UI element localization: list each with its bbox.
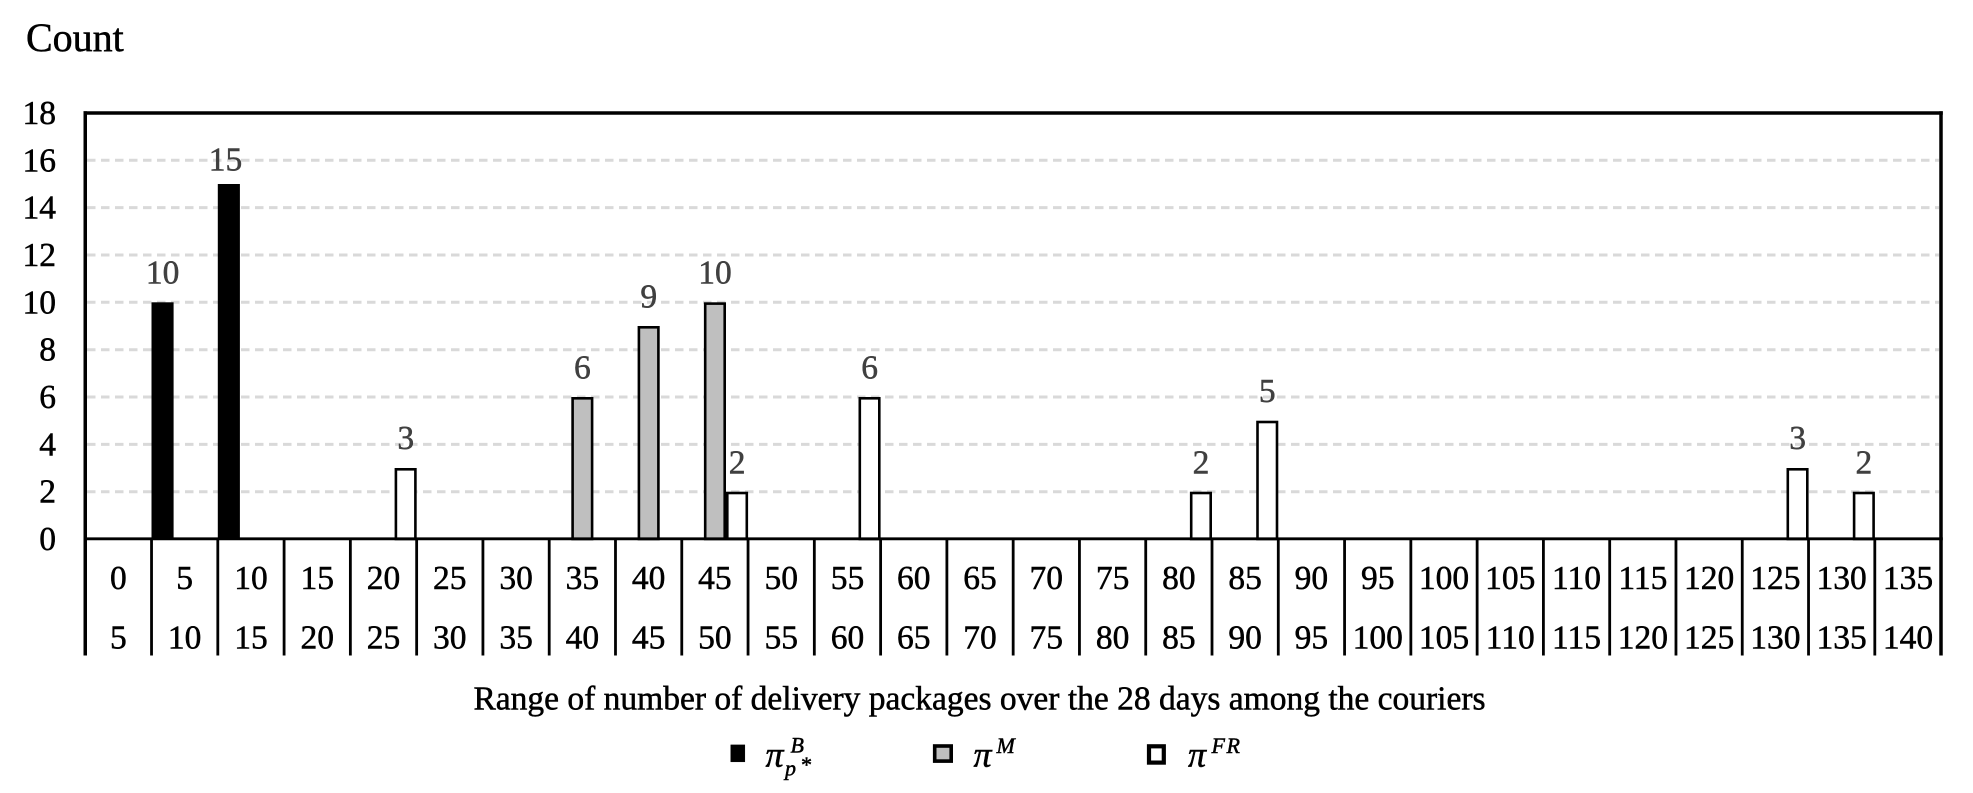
svg-text:45: 45 — [698, 560, 732, 597]
svg-text:p: p — [783, 756, 796, 781]
svg-text:135: 135 — [1817, 620, 1867, 657]
svg-text:FR: FR — [1211, 733, 1242, 758]
svg-text:14: 14 — [23, 190, 57, 227]
svg-text:105: 105 — [1419, 620, 1469, 657]
svg-text:50: 50 — [698, 620, 732, 657]
svg-text:Range of number of delivery pa: Range of number of delivery packages ove… — [473, 680, 1485, 717]
svg-text:65: 65 — [963, 560, 997, 597]
svg-text:130: 130 — [1750, 620, 1800, 657]
svg-text:0: 0 — [110, 560, 127, 597]
svg-text:50: 50 — [764, 560, 798, 597]
svg-text:25: 25 — [433, 560, 467, 597]
svg-text:10: 10 — [23, 284, 57, 321]
svg-text:2: 2 — [729, 445, 746, 482]
svg-text:55: 55 — [831, 560, 865, 597]
svg-text:90: 90 — [1295, 560, 1329, 597]
svg-text:130: 130 — [1817, 560, 1867, 597]
svg-text:4: 4 — [39, 426, 56, 463]
svg-text:10: 10 — [698, 255, 732, 292]
svg-text:75: 75 — [1096, 560, 1130, 597]
svg-text:80: 80 — [1096, 620, 1130, 657]
svg-text:60: 60 — [897, 560, 931, 597]
svg-text:15: 15 — [300, 560, 334, 597]
svg-text:B: B — [791, 733, 804, 758]
svg-text:12: 12 — [23, 237, 57, 274]
svg-text:120: 120 — [1618, 620, 1668, 657]
svg-text:95: 95 — [1295, 620, 1329, 657]
svg-text:110: 110 — [1552, 560, 1601, 597]
svg-text:6: 6 — [39, 379, 56, 416]
svg-text:*: * — [800, 752, 811, 777]
svg-text:35: 35 — [499, 620, 533, 657]
svg-text:30: 30 — [499, 560, 533, 597]
svg-text:20: 20 — [367, 560, 401, 597]
svg-text:15: 15 — [209, 142, 243, 179]
svg-text:30: 30 — [433, 620, 467, 657]
svg-text:10: 10 — [234, 560, 268, 597]
svg-text:18: 18 — [23, 95, 57, 132]
svg-text:40: 40 — [632, 560, 666, 597]
svg-text:55: 55 — [764, 620, 798, 657]
svg-text:π: π — [974, 735, 993, 775]
svg-text:80: 80 — [1162, 560, 1196, 597]
svg-text:10: 10 — [168, 620, 202, 657]
svg-text:25: 25 — [367, 620, 401, 657]
svg-text:8: 8 — [39, 332, 56, 369]
svg-text:5: 5 — [176, 560, 193, 597]
svg-text:Count: Count — [26, 15, 124, 60]
svg-text:115: 115 — [1618, 560, 1667, 597]
svg-text:3: 3 — [1789, 420, 1806, 457]
svg-text:140: 140 — [1883, 620, 1933, 657]
svg-text:16: 16 — [23, 142, 57, 179]
svg-text:125: 125 — [1684, 620, 1734, 657]
svg-text:115: 115 — [1552, 620, 1601, 657]
svg-text:2: 2 — [1193, 445, 1210, 482]
svg-text:5: 5 — [1259, 373, 1276, 410]
svg-text:15: 15 — [234, 620, 268, 657]
svg-text:105: 105 — [1485, 560, 1535, 597]
svg-text:π: π — [1188, 735, 1207, 775]
svg-text:95: 95 — [1361, 560, 1395, 597]
svg-text:70: 70 — [963, 620, 997, 657]
svg-text:3: 3 — [397, 420, 414, 457]
svg-text:125: 125 — [1750, 560, 1800, 597]
svg-text:110: 110 — [1486, 620, 1535, 657]
svg-text:70: 70 — [1030, 560, 1064, 597]
svg-text:10: 10 — [146, 255, 180, 292]
svg-text:60: 60 — [831, 620, 865, 657]
svg-text:40: 40 — [566, 620, 600, 657]
svg-text:9: 9 — [640, 279, 657, 316]
svg-text:0: 0 — [39, 521, 56, 558]
svg-text:M: M — [996, 733, 1017, 758]
svg-text:6: 6 — [574, 349, 591, 386]
svg-text:5: 5 — [110, 620, 127, 657]
svg-text:20: 20 — [300, 620, 334, 657]
svg-text:75: 75 — [1030, 620, 1064, 657]
svg-text:120: 120 — [1684, 560, 1734, 597]
svg-text:2: 2 — [1856, 445, 1873, 482]
svg-text:90: 90 — [1228, 620, 1262, 657]
svg-text:85: 85 — [1228, 560, 1262, 597]
svg-text:65: 65 — [897, 620, 931, 657]
svg-text:π: π — [766, 735, 785, 775]
svg-text:85: 85 — [1162, 620, 1196, 657]
svg-text:100: 100 — [1353, 620, 1403, 657]
svg-text:6: 6 — [861, 349, 878, 386]
svg-text:45: 45 — [632, 620, 666, 657]
svg-text:100: 100 — [1419, 560, 1469, 597]
svg-text:35: 35 — [566, 560, 600, 597]
svg-text:2: 2 — [39, 474, 56, 511]
svg-text:135: 135 — [1883, 560, 1933, 597]
